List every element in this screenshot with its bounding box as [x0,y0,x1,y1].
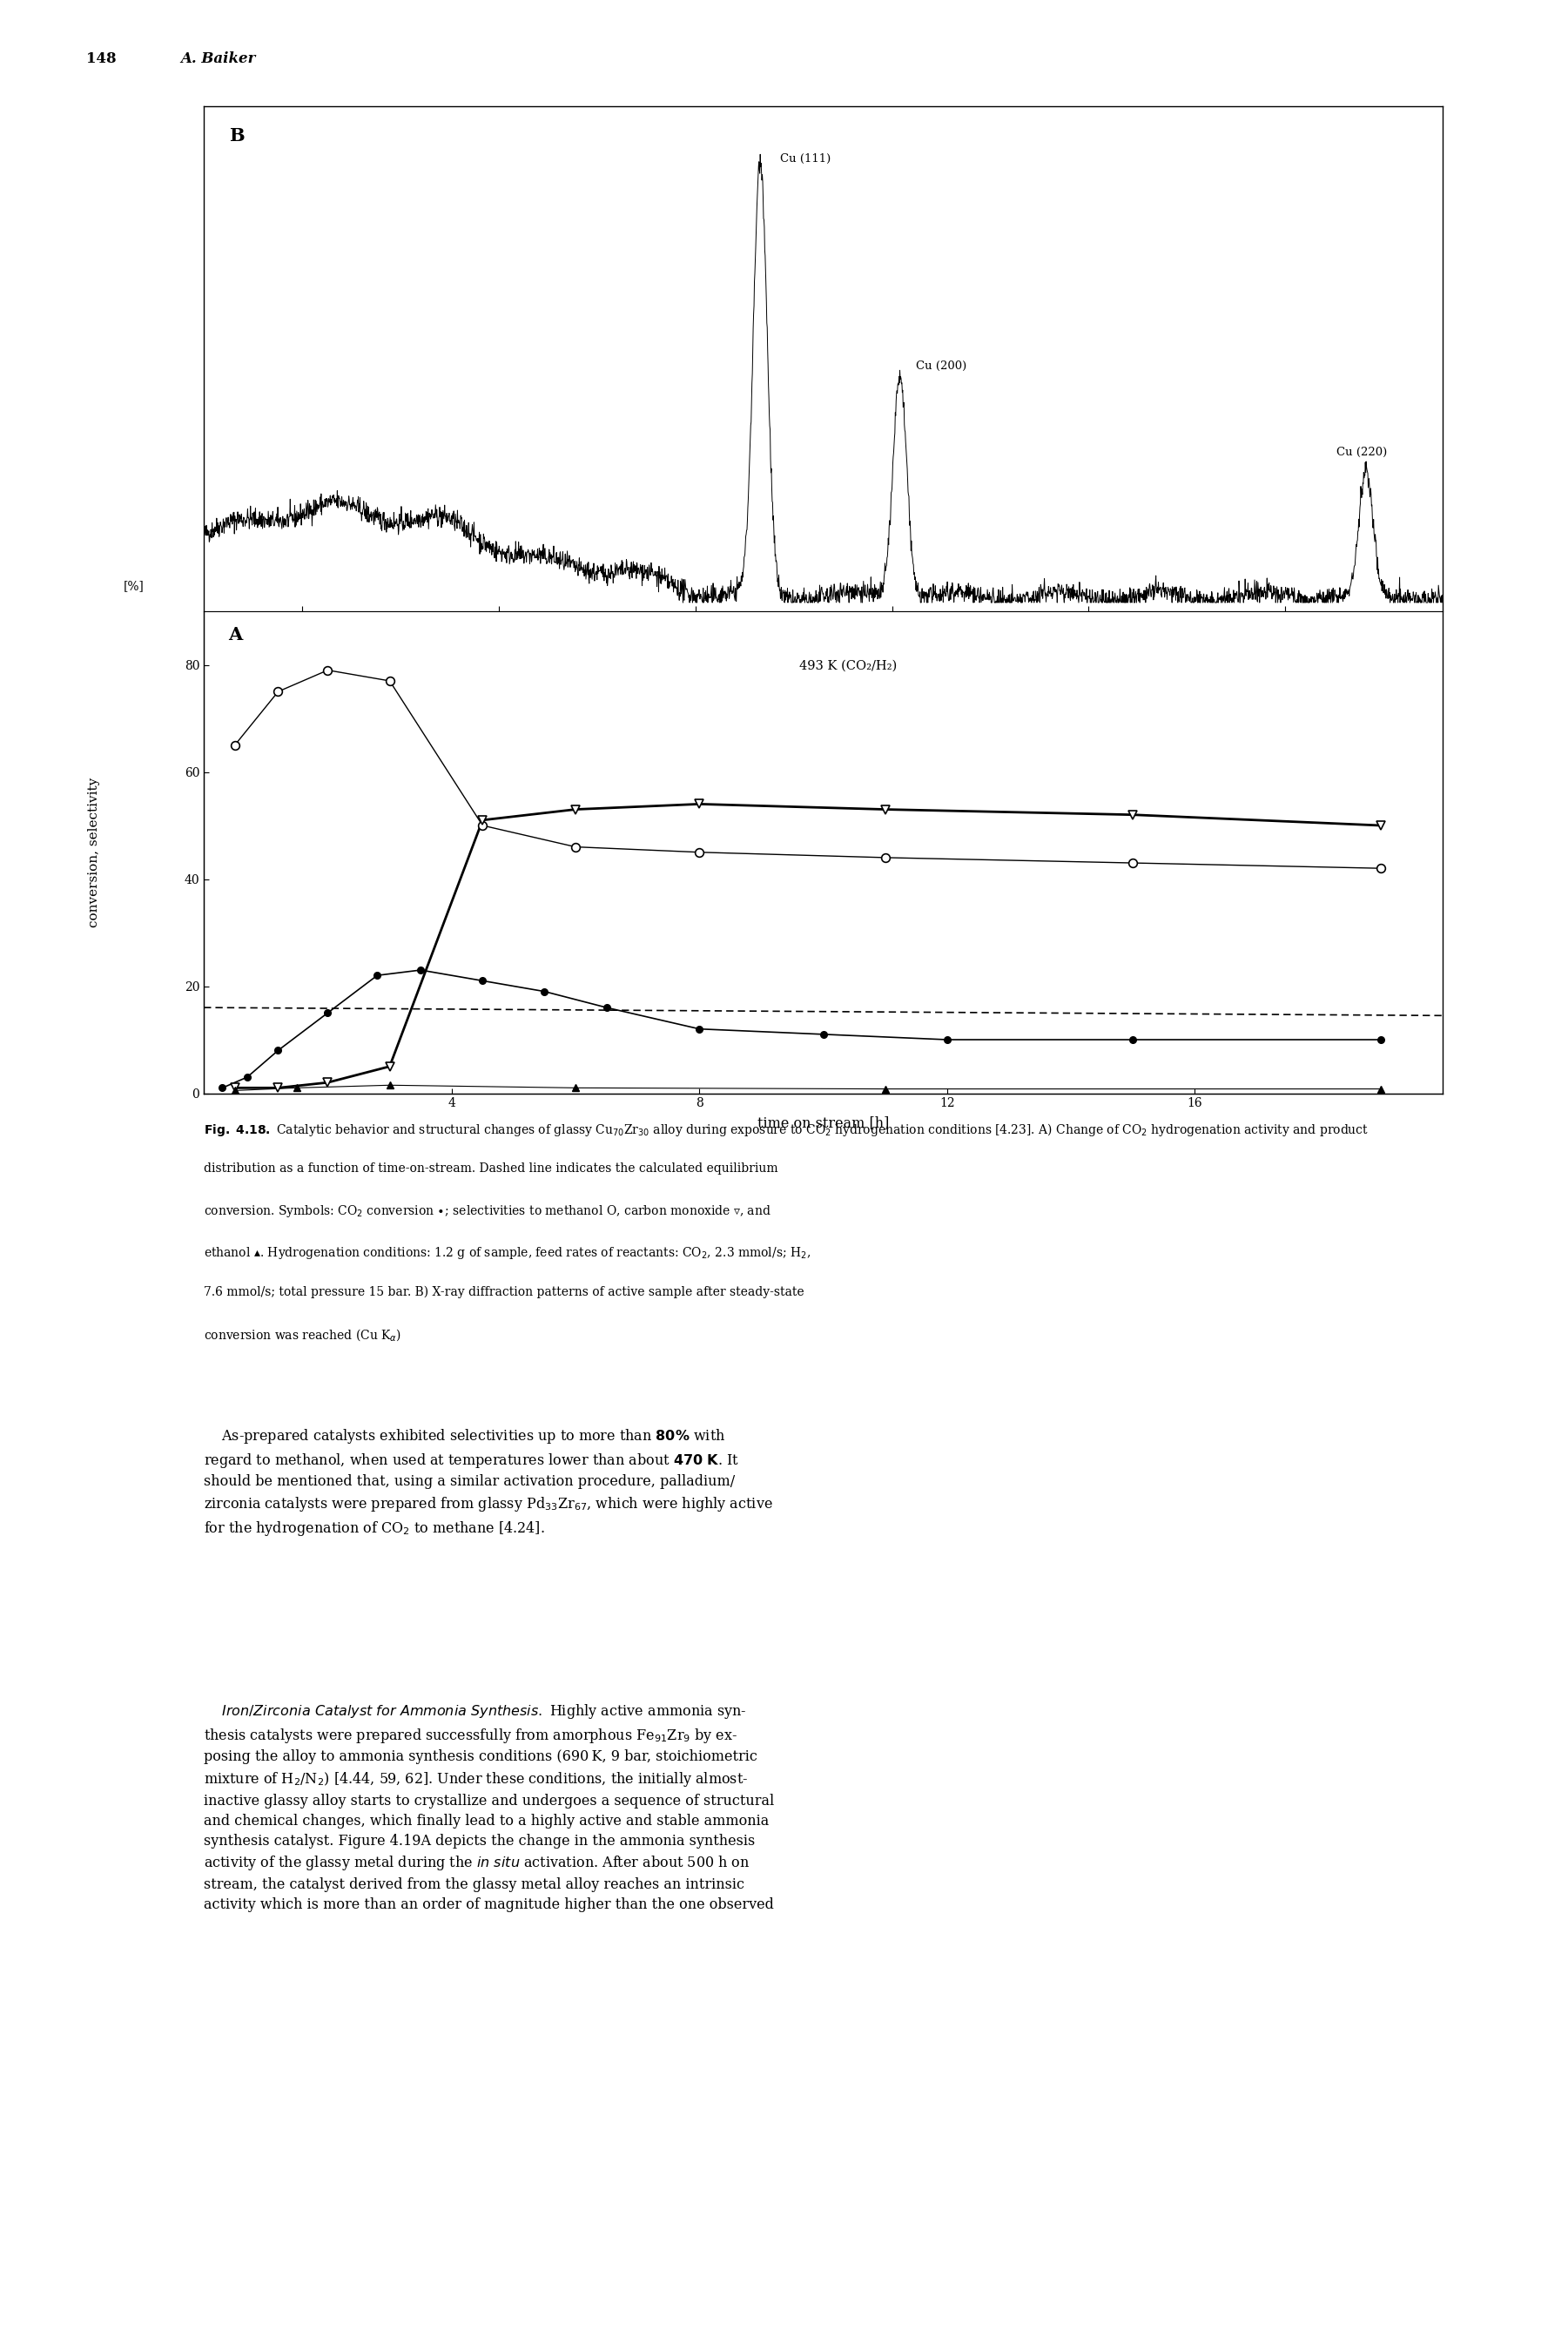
Text: conversion was reached (Cu K$_\alpha$): conversion was reached (Cu K$_\alpha$) [204,1326,401,1342]
Text: 2θ: 2θ [815,651,831,663]
Text: distribution as a function of time-on-stream. Dashed line indicates the calculat: distribution as a function of time-on-st… [204,1161,778,1176]
Text: ethanol $\blacktriangle$. Hydrogenation conditions: 1.2 g of sample, feed rates : ethanol $\blacktriangle$. Hydrogenation … [204,1246,811,1260]
Text: Cu (111): Cu (111) [779,153,831,165]
Text: [%]: [%] [124,581,144,592]
Text: A. Baiker: A. Baiker [180,52,256,66]
Text: Cu (200): Cu (200) [916,360,966,371]
Text: $\mathbf{Fig.\ 4.18.}$ Catalytic behavior and structural changes of glassy Cu$_{: $\mathbf{Fig.\ 4.18.}$ Catalytic behavio… [204,1121,1369,1138]
Text: 148: 148 [86,52,116,66]
Text: conversion. Symbols: CO$_2$ conversion $\bullet$; selectivities to methanol O, c: conversion. Symbols: CO$_2$ conversion $… [204,1204,771,1220]
Text: Cu (220): Cu (220) [1336,447,1388,458]
Text: A: A [229,625,243,644]
X-axis label: time on stream [h]: time on stream [h] [757,1117,889,1131]
Text: $\mathit{Iron/Zirconia\ Catalyst\ for\ Ammonia\ Synthesis.}$ Highly active ammon: $\mathit{Iron/Zirconia\ Catalyst\ for\ A… [204,1702,775,1911]
Text: B: B [229,127,245,146]
Text: 493 K (CO₂/H₂): 493 K (CO₂/H₂) [800,658,897,672]
Text: As-prepared catalysts exhibited selectivities up to more than $\mathbf{80\%}$ wi: As-prepared catalysts exhibited selectiv… [204,1427,773,1538]
Text: 7.6 mmol/s; total pressure 15 bar. B) X-ray diffraction patterns of active sampl: 7.6 mmol/s; total pressure 15 bar. B) X-… [204,1286,804,1298]
Text: conversion, selectivity: conversion, selectivity [88,778,100,926]
